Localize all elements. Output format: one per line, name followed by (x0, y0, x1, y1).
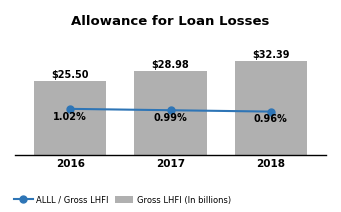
Text: $25.50: $25.50 (51, 70, 89, 80)
Bar (235, 61, 307, 155)
Title: Allowance for Loan Losses: Allowance for Loan Losses (71, 15, 270, 28)
Text: 0.99%: 0.99% (154, 113, 187, 123)
Text: $28.98: $28.98 (152, 60, 189, 70)
Bar (34, 81, 106, 155)
Legend: ALLL / Gross LHFI, Gross LHFI (In billions): ALLL / Gross LHFI, Gross LHFI (In billio… (11, 192, 234, 208)
Bar (134, 71, 207, 155)
Text: 1.02%: 1.02% (53, 112, 87, 122)
Text: $32.39: $32.39 (252, 50, 290, 60)
Text: 0.96%: 0.96% (254, 114, 288, 124)
